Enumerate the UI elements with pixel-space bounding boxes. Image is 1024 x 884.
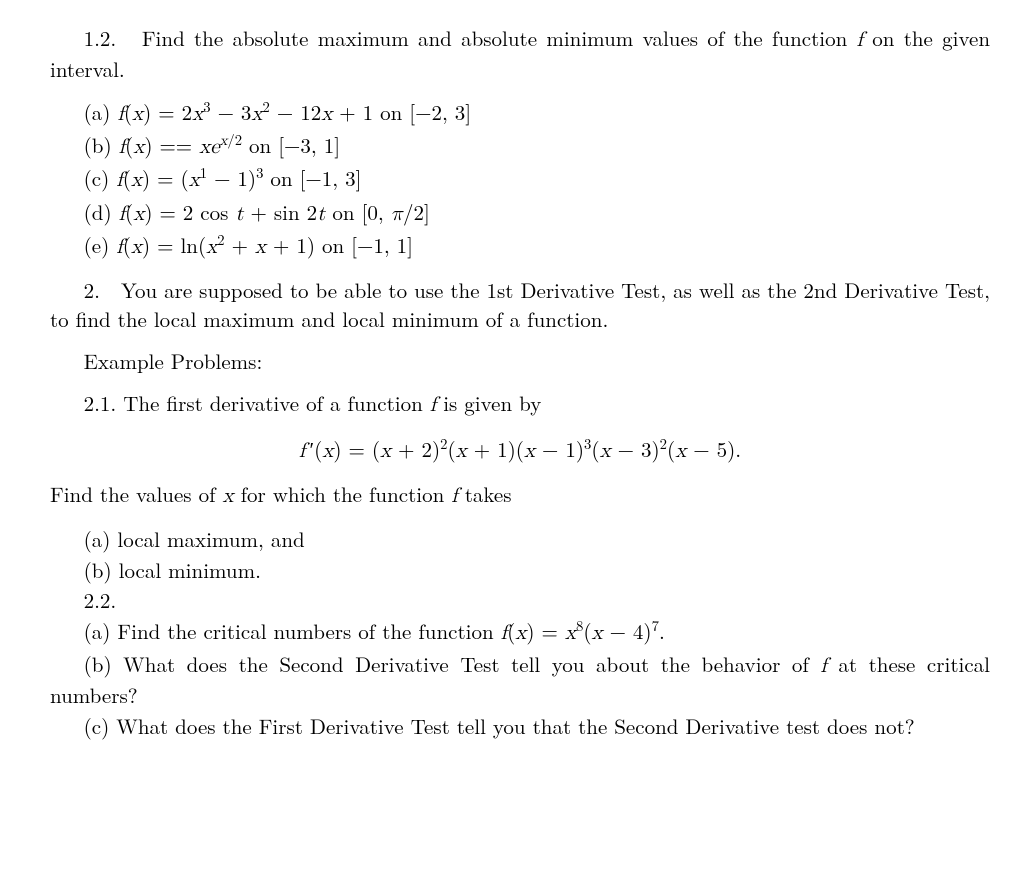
problem-2-1-lead: 2.1. The first derivative of a function … bbox=[50, 389, 990, 420]
problem-2-1-subitems: (a) local maximum, and (b) local minimum… bbox=[50, 525, 990, 584]
item-d: (d) f(x) = 2 cos t + sin 2t on [0, π/2] bbox=[84, 198, 990, 229]
problem-2-1-after: Find the values of x for which the funct… bbox=[50, 480, 990, 511]
problem-1-2-heading: 1.2. Find the absolute maximum and absol… bbox=[50, 24, 990, 84]
item-b: (b) f(x) == xex/2 on [−3, 1] bbox=[84, 131, 990, 162]
problem-1-2-items: (a) f(x) = 2x3 − 3x2 − 12x + 1 on [−2, 3… bbox=[50, 98, 990, 263]
example-problems-label: Example Problems: bbox=[50, 347, 990, 375]
item-e: (e) f(x) = ln(x2 + x + 1) on [−1, 1] bbox=[84, 231, 990, 262]
subitem-a: (a) local maximum, and bbox=[84, 525, 990, 553]
problem-2-2-b: (b) What does the Second Derivative Test… bbox=[50, 650, 990, 710]
problem-2-2: 2.2. (a) Find the critical numbers of th… bbox=[50, 586, 990, 648]
problem-2-2-a: (a) Find the critical numbers of the fun… bbox=[84, 617, 990, 648]
item-c: (c) f(x) = (x1 − 1)3 on [−1, 3] bbox=[84, 164, 990, 195]
subitem-b: (b) local minimum. bbox=[84, 556, 990, 584]
problem-2-2-label: 2.2. bbox=[84, 586, 990, 614]
problem-2-2-c: (c) What does the First Derivative Test … bbox=[50, 712, 990, 740]
item-a: (a) f(x) = 2x3 − 3x2 − 12x + 1 on [−2, 3… bbox=[84, 98, 990, 129]
problem-2-1-equation: f ′(x) = (x + 2)2(x + 1)(x − 1)3(x − 3)2… bbox=[50, 435, 990, 466]
problem-2-text: 2. You are supposed to be able to use th… bbox=[50, 276, 990, 333]
